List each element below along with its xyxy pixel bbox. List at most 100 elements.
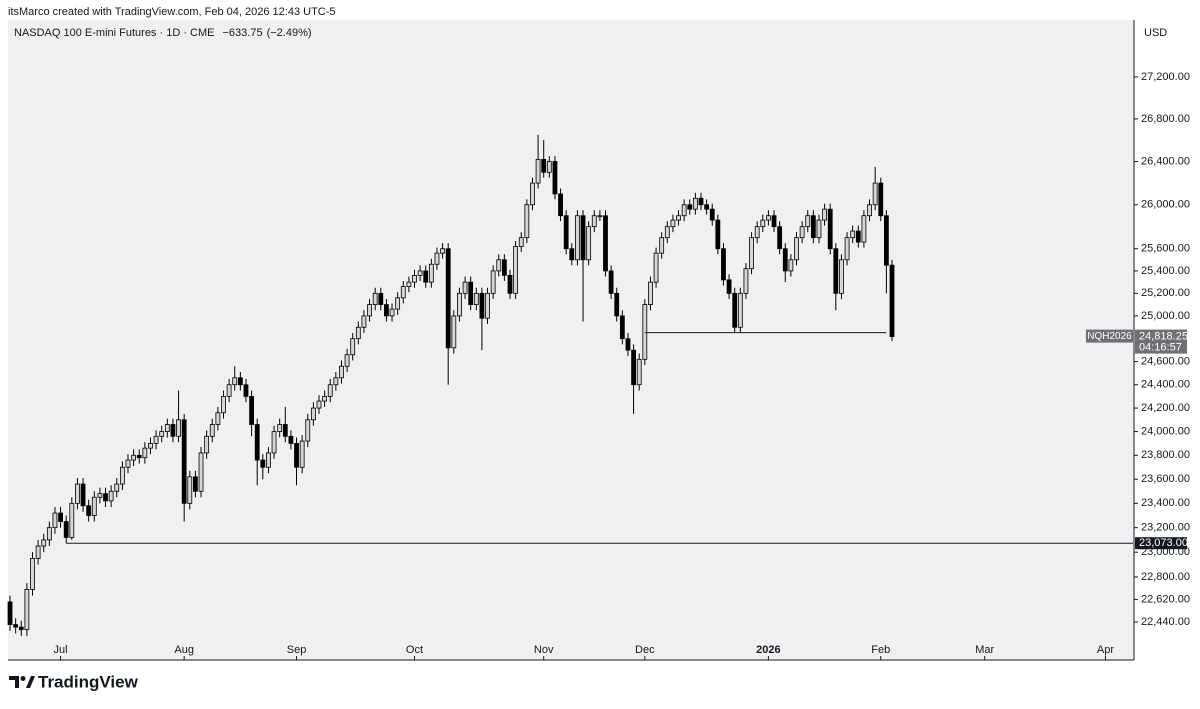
symbol-label: NQH2026 xyxy=(1087,331,1132,342)
candle-body xyxy=(530,182,535,206)
candle-body xyxy=(670,219,676,228)
candle-body xyxy=(249,395,254,425)
candle-body xyxy=(822,208,827,221)
candle-body xyxy=(164,424,170,432)
candle-body xyxy=(103,493,108,502)
candle-body xyxy=(434,252,440,265)
y-tick-label: 26,000.00 xyxy=(1141,199,1190,211)
candle-body xyxy=(86,505,92,516)
candle-body xyxy=(148,443,153,449)
candle-body xyxy=(872,182,878,206)
candle-body xyxy=(339,365,344,379)
candle-body xyxy=(277,424,283,432)
y-tick-label: 25,600.00 xyxy=(1141,243,1190,255)
candle-body xyxy=(743,268,749,294)
candle-body xyxy=(721,248,726,281)
candle-body xyxy=(619,315,625,340)
candle-body xyxy=(412,275,417,283)
candle-body xyxy=(288,435,294,444)
candle-body xyxy=(839,259,844,294)
header: itsMarco created with TradingView.com, F… xyxy=(8,6,336,18)
candle-body xyxy=(704,204,710,210)
candle-body xyxy=(659,237,665,254)
candle-body xyxy=(299,440,305,468)
candle-body xyxy=(507,275,513,294)
candle-body xyxy=(153,435,159,444)
candle-body xyxy=(170,424,176,437)
candle-body xyxy=(850,230,856,239)
candle-body xyxy=(648,281,653,306)
candle-body xyxy=(254,424,260,461)
candle-body xyxy=(367,304,372,317)
x-tick-label: Feb xyxy=(871,644,890,656)
level-label: 23,073.00 xyxy=(1139,537,1188,549)
y-tick-label: 22,620.00 xyxy=(1141,593,1190,605)
candle-body xyxy=(294,443,299,468)
candle-body xyxy=(355,326,361,340)
candle-body xyxy=(24,588,30,631)
candle-body xyxy=(889,264,895,337)
candle-body xyxy=(389,308,395,317)
candle-body xyxy=(58,512,63,522)
candle-body xyxy=(867,204,872,217)
candle-body xyxy=(97,493,103,498)
candle-body xyxy=(457,292,462,317)
candle-body xyxy=(777,226,783,250)
candle-body xyxy=(816,219,822,239)
candle-body xyxy=(406,281,412,288)
candle-body xyxy=(799,226,805,239)
candle-body xyxy=(580,215,586,261)
candle-body xyxy=(715,219,721,250)
candle-body xyxy=(546,161,552,173)
candle-body xyxy=(428,263,434,283)
y-tick-label: 22,440.00 xyxy=(1141,616,1190,628)
candle-body xyxy=(732,292,738,328)
candle-body xyxy=(473,292,479,306)
candle-body xyxy=(788,259,794,272)
candle-body xyxy=(614,292,620,317)
candle-body xyxy=(737,292,743,328)
candle-body xyxy=(754,226,760,239)
candle-body xyxy=(400,286,406,299)
candle-body xyxy=(479,292,485,319)
candle-body xyxy=(282,424,288,437)
candle-body xyxy=(642,304,648,360)
candle-body xyxy=(322,395,328,402)
candle-body xyxy=(350,338,356,356)
candle-body xyxy=(625,338,631,351)
candle-body xyxy=(591,215,597,228)
candle-body xyxy=(676,215,681,221)
candle-body xyxy=(575,215,580,261)
candle-body xyxy=(125,459,131,468)
candle-body xyxy=(30,557,35,590)
x-tick-label: Oct xyxy=(406,644,423,656)
candle-body xyxy=(687,204,693,210)
candle-body xyxy=(136,454,142,459)
candle-body xyxy=(327,384,333,397)
candle-body xyxy=(187,476,193,504)
candle-body xyxy=(260,459,266,468)
x-tick-label: Dec xyxy=(635,644,655,656)
candle-body xyxy=(91,496,97,516)
candle-body xyxy=(883,215,889,266)
candle-body xyxy=(496,259,502,272)
candle-body xyxy=(490,270,496,294)
countdown: 04:16:57 xyxy=(1139,342,1182,354)
y-tick-label: 25,000.00 xyxy=(1141,310,1190,322)
candle-body xyxy=(794,237,799,261)
candle-body xyxy=(13,624,19,628)
candle-body xyxy=(501,259,507,276)
y-tick-label: 24,200.00 xyxy=(1141,402,1190,414)
candle-body xyxy=(485,292,490,319)
candle-body xyxy=(709,208,715,221)
candle-body xyxy=(513,246,519,294)
candle-body xyxy=(603,215,608,272)
candle-body xyxy=(608,270,614,294)
candle-body xyxy=(558,193,563,217)
candle-body xyxy=(142,447,148,459)
candle-body xyxy=(18,626,24,631)
y-tick-label: 23,200.00 xyxy=(1141,522,1190,534)
candle-body xyxy=(108,490,114,502)
